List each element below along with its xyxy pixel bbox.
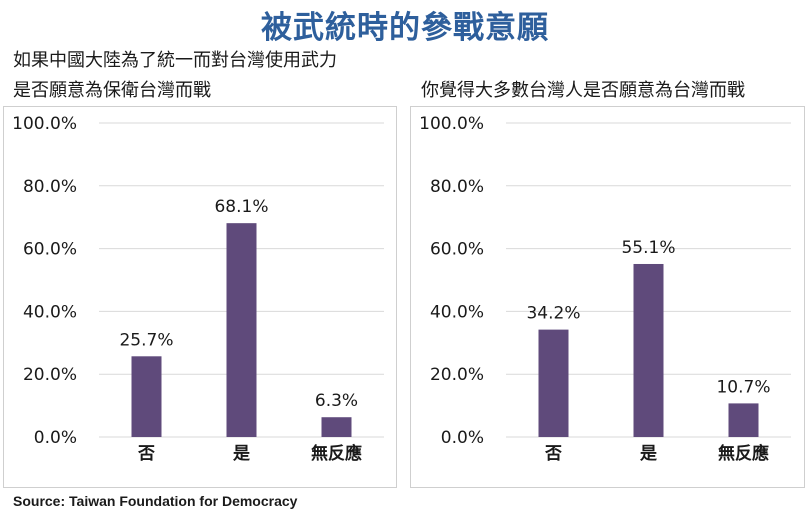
left-chart-bar xyxy=(321,417,352,437)
left-chart-y-tick-label: 20.0% xyxy=(23,365,77,385)
right-chart-bar xyxy=(538,329,569,437)
source-note: Source: Taiwan Foundation for Democracy xyxy=(13,493,298,509)
left-chart-y-tick-label: 100.0% xyxy=(12,114,77,134)
right-chart-category-label: 無反應 xyxy=(718,443,769,464)
left-chart-bar xyxy=(226,223,257,437)
left-chart-y-tick-label: 0.0% xyxy=(34,428,77,448)
right-chart-category-label: 否 xyxy=(544,444,562,464)
left-chart-panel: 0.0% 20.0% 40.0% 60.0% 80.0% 100.0% 25.7% 否 68.1… xyxy=(3,106,397,488)
right-chart-data-label: 55.1% xyxy=(621,238,675,258)
page-title: 被武統時的參戰意願 xyxy=(261,10,549,46)
left-chart-bar xyxy=(131,356,162,437)
left-chart-data-label: 6.3% xyxy=(315,391,358,411)
left-chart-subtitle-line2: 是否願意為保衛台灣而戰 xyxy=(13,80,211,101)
left-chart-y-tick-label: 40.0% xyxy=(23,302,77,322)
right-chart-y-tick-label: 60.0% xyxy=(430,240,484,260)
right-chart-panel: 0.0% 20.0% 40.0% 60.0% 80.0% 100.0% 34.2% 否 55.1… xyxy=(410,106,805,488)
right-chart-category-label: 是 xyxy=(640,444,657,464)
right-chart-subtitle: 你覺得大多數台灣人是否願意為台灣而戰 xyxy=(421,80,745,101)
right-chart-y-tick-label: 20.0% xyxy=(430,365,484,385)
right-chart-data-label: 34.2% xyxy=(526,304,580,324)
left-chart-y-tick-label: 80.0% xyxy=(23,177,77,197)
right-chart-y-tick-label: 80.0% xyxy=(430,177,484,197)
left-chart-data-label: 68.1% xyxy=(214,197,268,217)
left-chart-subtitle-line1: 如果中國大陸為了統一而對台灣使用武力 xyxy=(13,50,337,71)
left-chart-y-tick-label: 60.0% xyxy=(23,240,77,260)
left-bar-chart: 0.0% 20.0% 40.0% 60.0% 80.0% 100.0% 25.7% 否 68.1… xyxy=(12,114,384,464)
right-chart-y-tick-label: 0.0% xyxy=(441,428,484,448)
right-bar-chart: 0.0% 20.0% 40.0% 60.0% 80.0% 100.0% 34.2% 否 55.1… xyxy=(419,114,791,464)
left-chart-category-label: 是 xyxy=(233,444,250,464)
left-chart-category-label: 無反應 xyxy=(311,443,362,464)
left-chart-data-label: 25.7% xyxy=(119,330,173,350)
right-chart-bar xyxy=(728,403,759,437)
right-chart-y-tick-label: 40.0% xyxy=(430,302,484,322)
left-chart-category-label: 否 xyxy=(137,444,155,464)
right-chart-data-label: 10.7% xyxy=(716,377,770,397)
right-chart-y-tick-label: 100.0% xyxy=(419,114,484,134)
right-chart-bar xyxy=(633,263,664,437)
